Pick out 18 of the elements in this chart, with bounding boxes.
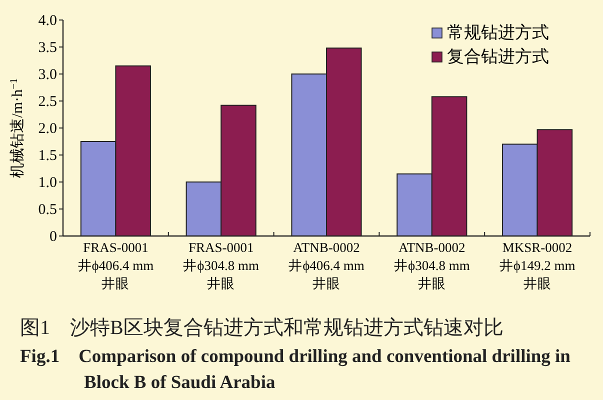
x-tick-label: ATNB-0002 井ϕ304.8 mm 井眼 bbox=[394, 240, 470, 291]
legend-label: 常规钻进方式 bbox=[447, 23, 549, 42]
text: Fig.1 Comparison of compound drilling and conventional drilling in Block B of Saudi Arabia bbox=[20, 347, 572, 393]
y-tick-label: 0.5 bbox=[38, 202, 57, 218]
y-tick-label: 0 bbox=[50, 229, 57, 245]
text: 图1 沙特B区块复合钻进方式和常规钻进方式钻速对比 bbox=[20, 316, 504, 339]
y-tick-label: 1.5 bbox=[38, 148, 57, 164]
x-tick-label: MKSR-0002 井ϕ149.2 mm 井眼 bbox=[499, 240, 576, 291]
y-tick-label: 2.0 bbox=[38, 121, 57, 137]
y-tick-label: 3.5 bbox=[38, 40, 57, 56]
y-tick-label: 3.0 bbox=[38, 67, 57, 83]
y-tick-label: 1.0 bbox=[38, 175, 57, 191]
y-tick-label: 2.5 bbox=[38, 94, 57, 110]
x-tick-label: ATNB-0002 井ϕ406.4 mm 井眼 bbox=[288, 240, 365, 291]
x-tick-label: FRAS-0001 井ϕ406.4 mm 井眼 bbox=[78, 240, 154, 291]
x-tick-label: FRAS-0001 井ϕ304.8 mm 井眼 bbox=[183, 240, 260, 291]
legend-label: 复合钻进方式 bbox=[447, 47, 549, 66]
y-tick-label: 4.0 bbox=[38, 13, 57, 29]
